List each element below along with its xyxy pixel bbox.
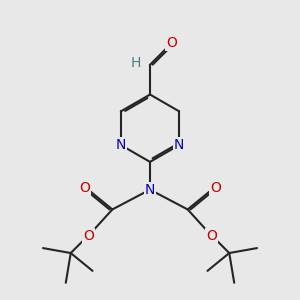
Text: N: N [116,138,126,152]
Text: O: O [210,181,221,195]
Text: N: N [145,183,155,196]
Text: O: O [206,229,217,243]
Text: O: O [83,229,94,243]
Text: O: O [79,181,90,195]
Text: N: N [174,138,184,152]
Text: O: O [167,36,177,50]
Text: H: H [131,56,141,70]
